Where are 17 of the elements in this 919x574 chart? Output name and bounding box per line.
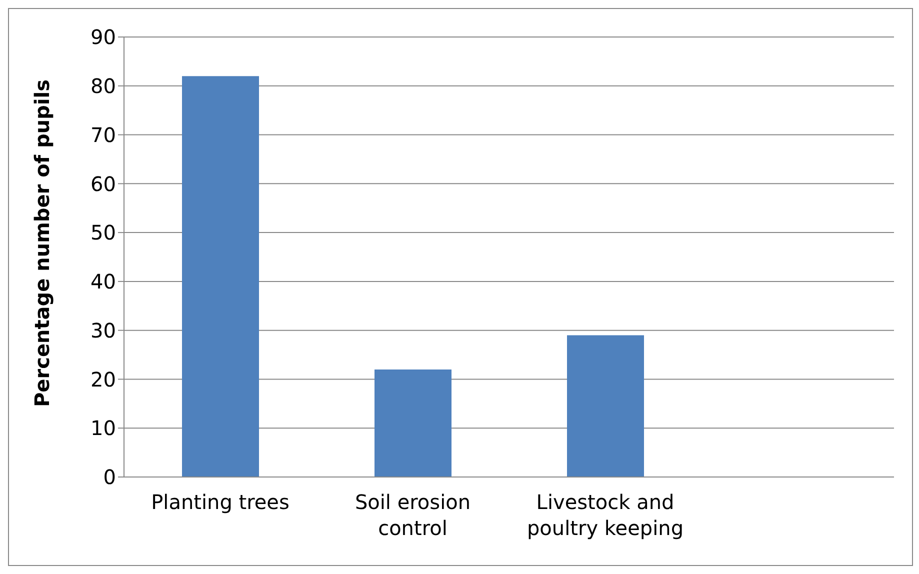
bar bbox=[374, 369, 452, 477]
bar bbox=[182, 76, 259, 477]
x-tick-label: Planting trees bbox=[151, 490, 290, 514]
y-tick-label: 50 bbox=[90, 220, 116, 245]
y-tick-label: 30 bbox=[90, 318, 116, 342]
bar bbox=[567, 335, 644, 477]
x-tick-label: Livestock and poultry keeping bbox=[526, 490, 684, 540]
y-tick-label: 20 bbox=[90, 367, 116, 392]
y-tick-label: 0 bbox=[103, 465, 116, 490]
x-tick-label: Soil erosion control bbox=[354, 490, 471, 540]
y-tick-label: 10 bbox=[90, 416, 116, 440]
y-tick-label: 80 bbox=[90, 74, 116, 98]
y-tick-label: 60 bbox=[90, 172, 116, 196]
y-tick-label: 40 bbox=[90, 270, 116, 294]
y-axis-title: Percentage number of pupils bbox=[30, 79, 54, 407]
y-tick-label: 70 bbox=[90, 122, 116, 147]
y-tick-label: 90 bbox=[90, 25, 116, 50]
